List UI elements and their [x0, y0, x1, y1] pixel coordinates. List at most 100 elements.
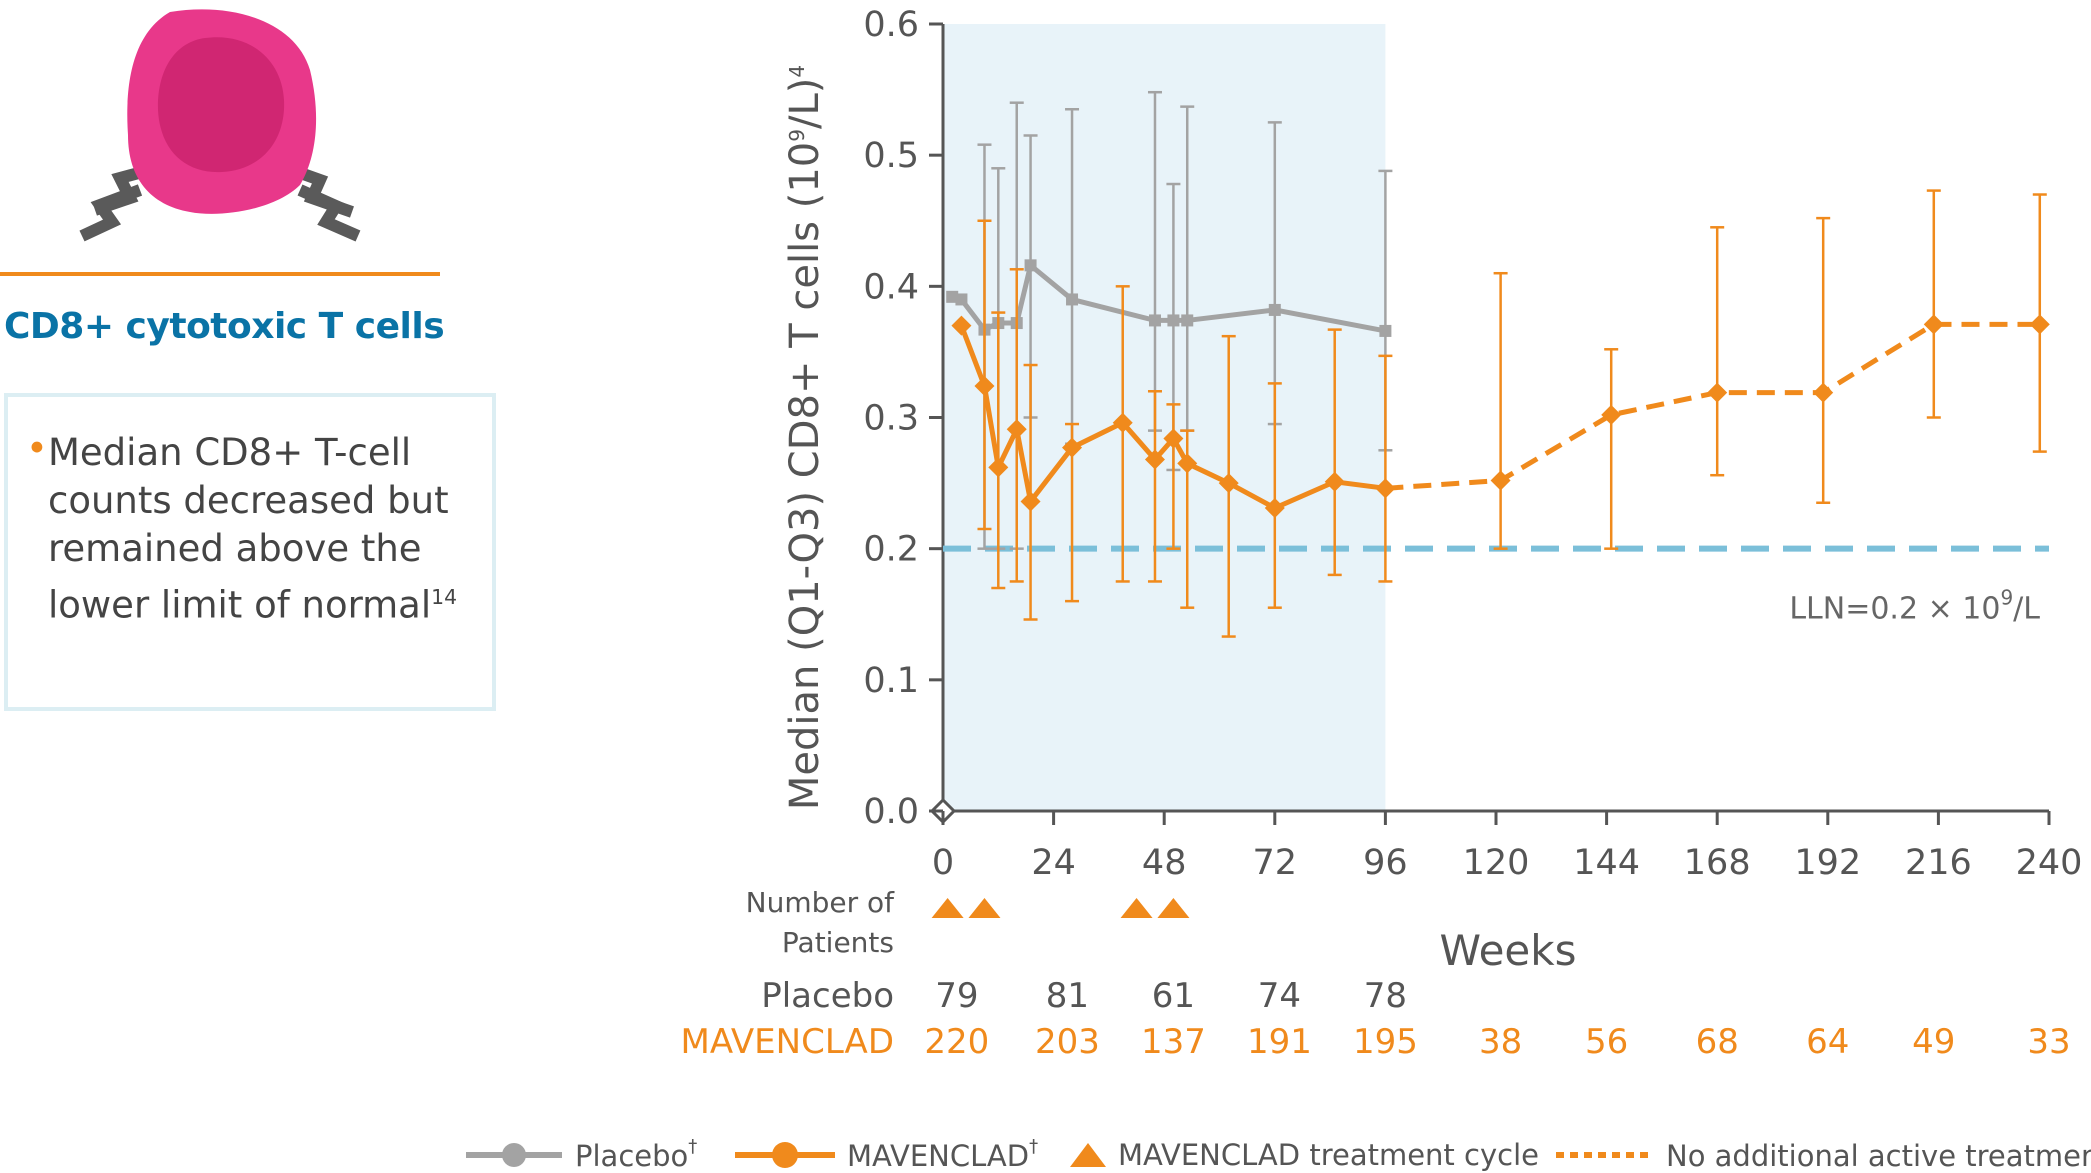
patients-count: 137 [1141, 1022, 1206, 1062]
divider [0, 272, 440, 276]
mavenclad-point [1163, 428, 1184, 449]
placebo-point [1379, 324, 1392, 337]
callout-text: Median CD8+ T-cell counts decreased but … [48, 429, 478, 629]
cell-nucleus-icon [157, 37, 285, 173]
placebo-point [1181, 314, 1194, 327]
mavenclad-point [1707, 382, 1728, 403]
y-tick-label: 0.0 [863, 792, 919, 832]
legend-cycle-label: MAVENCLAD treatment cycle [1118, 1138, 1539, 1172]
lln-label-sup: 9 [2000, 586, 2013, 610]
y-tick-label: 0.6 [863, 5, 919, 45]
mavenclad-point [1813, 382, 1834, 403]
x-tick-label: 96 [1363, 843, 1408, 883]
mavenclad-point [951, 315, 972, 336]
mavenclad-point [1020, 491, 1041, 512]
patients-count: 56 [1585, 1022, 1628, 1062]
legend-cycle-icon [1070, 1143, 1106, 1167]
x-tick-label: 168 [1684, 843, 1751, 883]
y-tick-label: 0.3 [863, 399, 919, 439]
y-tick-label: 0.4 [863, 267, 919, 307]
x-tick-label: 24 [1031, 843, 1076, 883]
y-axis-label-sup: 9 [785, 129, 809, 142]
legend-placebo-label-part: Placebo [575, 1139, 688, 1173]
y-axis-label-part: Median (Q1-Q3) CD8+ T cells (10 [782, 142, 828, 810]
patients-count: 203 [1035, 1022, 1100, 1062]
treatment-cycle-marker [968, 898, 1001, 918]
mavenclad-point [1601, 404, 1622, 425]
lln-label-part: LLN=0.2 × 10 [1789, 592, 2000, 627]
placebo-point [946, 290, 959, 303]
mavenclad-point [988, 457, 1009, 478]
x-tick-label: 48 [1142, 843, 1187, 883]
legend-placebo-label: Placebo† [575, 1136, 697, 1173]
treatment-cycle-marker [1157, 898, 1190, 918]
x-tick-label: 240 [2016, 843, 2083, 883]
callout-bullet-text: Median CD8+ T-cell counts decreased but … [48, 431, 449, 627]
patients-count: 33 [2027, 1022, 2070, 1062]
mavenclad-point [2029, 314, 2050, 335]
patients-count: 191 [1247, 1022, 1312, 1062]
y-axis-label-part: /L) [782, 78, 828, 129]
receptor-right-icon [289, 164, 361, 242]
patients-count: 74 [1258, 976, 1301, 1016]
patients-count: 220 [924, 1022, 989, 1062]
receptor-left-icon [79, 164, 152, 242]
mavenclad-point [1264, 498, 1285, 519]
patients-count: 64 [1806, 1022, 1849, 1062]
x-tick-label: 192 [1794, 843, 1861, 883]
mavenclad-point [1923, 314, 1944, 335]
placebo-point [955, 293, 968, 306]
y-axis-label: Median (Q1-Q3) CD8+ T cells (109/L)4 [782, 65, 828, 810]
callout-box: • Median CD8+ T-cell counts decreased bu… [4, 393, 496, 711]
y-tick-label: 0.2 [863, 530, 919, 570]
treatment-cycle-marker [1120, 898, 1153, 918]
placebo-point [1167, 314, 1180, 327]
patients-header-line1: Number of [746, 886, 896, 919]
mavenclad-point [1177, 453, 1198, 474]
patients-count: 38 [1479, 1022, 1522, 1062]
lln-label-part: /L [2013, 592, 2040, 627]
x-tick-label: 72 [1253, 843, 1298, 883]
mavenclad-point [1324, 471, 1345, 492]
legend-placebo-marker [502, 1143, 526, 1167]
x-tick-label: 120 [1463, 843, 1530, 883]
legend-no-treatment-label: No additional active treatment [1666, 1139, 2091, 1173]
mavenclad-point [1490, 470, 1511, 491]
patients-count: 68 [1696, 1022, 1739, 1062]
shaded-treatment-region [943, 24, 1386, 811]
y-tick-label: 0.1 [863, 661, 919, 701]
mavenclad-point [1112, 412, 1133, 433]
mavenclad-followup-line [1385, 321, 2040, 491]
legend-mavenclad-label-part: MAVENCLAD [847, 1139, 1029, 1173]
mavenclad-point [974, 376, 995, 397]
mavenclad-point [1062, 437, 1083, 458]
x-tick-label: 144 [1573, 843, 1640, 883]
x-tick-label: 0 [932, 843, 954, 883]
t-cell-icon [79, 9, 361, 242]
mavenclad-point [1006, 419, 1027, 440]
placebo-point [1268, 303, 1281, 316]
y-tick-label: 0.5 [863, 136, 919, 176]
mavenclad-point [1375, 478, 1396, 499]
patients-count: 195 [1353, 1022, 1418, 1062]
callout-ref: 14 [431, 585, 458, 609]
patients-row-label: Placebo [761, 976, 894, 1016]
legend-mavenclad-label: MAVENCLAD† [847, 1136, 1038, 1173]
mavenclad-point [1144, 449, 1165, 470]
y-axis-label-sup: 4 [785, 65, 809, 78]
info-panel: CD8+ cytotoxic T cells • Median CD8+ T-c… [0, 0, 520, 740]
panel-title: CD8+ cytotoxic T cells [4, 306, 445, 347]
x-tick-label: 216 [1905, 843, 1972, 883]
legend-mavenclad-label-sup: † [1029, 1136, 1038, 1157]
patients-count: 78 [1364, 976, 1407, 1016]
lln-label: LLN=0.2 × 109/L [1789, 586, 2040, 627]
x-axis-label: Weeks [1440, 926, 1577, 975]
placebo-point [1148, 314, 1161, 327]
mavenclad-point [1218, 473, 1239, 494]
legend-mavenclad-marker [772, 1142, 798, 1168]
patients-count: 81 [1046, 976, 1089, 1016]
bullet-icon: • [26, 427, 48, 470]
placebo-point [1024, 259, 1037, 272]
legend-placebo-label-sup: † [688, 1136, 697, 1157]
